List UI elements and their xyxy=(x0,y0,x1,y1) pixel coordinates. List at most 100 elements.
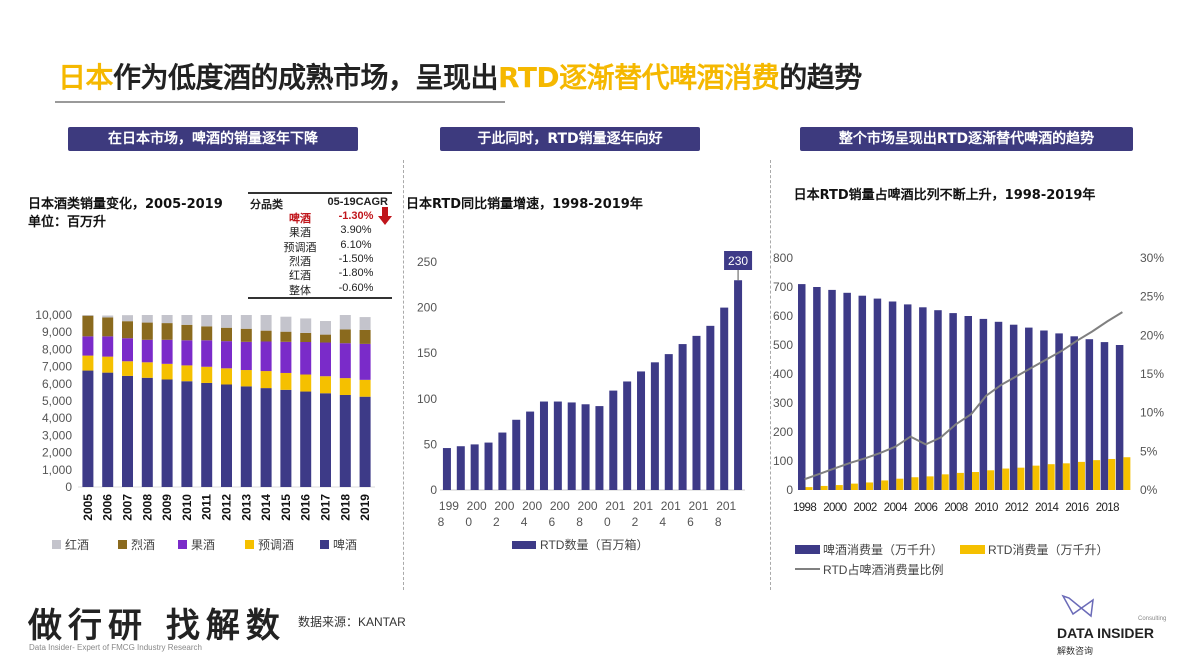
bar-segment xyxy=(201,326,213,341)
bar-segment xyxy=(280,341,292,373)
x-tick-label: 201 xyxy=(688,499,708,513)
bar-beer xyxy=(828,289,836,490)
bar-segment xyxy=(201,382,213,487)
bar-rtd xyxy=(956,472,964,490)
bar xyxy=(720,307,729,490)
legend-swatch xyxy=(960,545,985,554)
bar-segment xyxy=(102,317,114,337)
bar-rtd xyxy=(1108,458,1116,490)
y2-tick-label: 10% xyxy=(1140,406,1164,420)
bar xyxy=(637,371,646,490)
y2-tick-label: 25% xyxy=(1140,290,1164,304)
bar-segment xyxy=(260,371,272,389)
x-tick-label: 2 xyxy=(632,515,639,529)
y-tick-label: 0 xyxy=(430,483,437,497)
bar xyxy=(539,401,548,490)
bar-segment xyxy=(339,394,351,487)
bar-segment xyxy=(161,379,173,487)
table-header: 05-19CAGR xyxy=(327,196,388,208)
y-tick-label: 700 xyxy=(773,280,793,294)
x-tick-label: 8 xyxy=(576,515,583,529)
y-tick-label: 7,000 xyxy=(42,360,72,374)
bar-rtd xyxy=(866,482,874,490)
bar xyxy=(650,362,659,490)
bar xyxy=(498,432,507,490)
x-tick-label: 2004 xyxy=(884,502,908,514)
y-tick-label: 500 xyxy=(773,338,793,352)
x-tick-label: 201 xyxy=(661,499,681,513)
bar-beer xyxy=(888,301,897,490)
legend-swatch xyxy=(512,541,536,549)
divider xyxy=(770,160,771,590)
bar-rtd xyxy=(835,485,843,490)
bar-rtd xyxy=(987,470,995,490)
table-cell-category: 整体 xyxy=(289,284,311,297)
section-label-trend: 整个市场呈现出RTD逐渐替代啤酒的趋势 xyxy=(800,127,1133,151)
bar-beer xyxy=(1100,342,1109,490)
x-tick-label: 2016 xyxy=(1065,502,1088,514)
legend-label: 烈酒 xyxy=(131,538,155,552)
bar-segment xyxy=(141,315,153,323)
x-tick-label: 201 xyxy=(605,499,625,513)
x-tick-label: 200 xyxy=(467,499,487,513)
x-tick-label: 2014 xyxy=(259,494,273,521)
bar xyxy=(734,280,743,490)
title-underline xyxy=(55,101,505,103)
bar xyxy=(664,354,673,490)
bar-segment xyxy=(300,342,312,375)
bar-segment xyxy=(339,329,351,344)
bar-rtd xyxy=(1017,467,1025,490)
logo: Consulting DATA INSIDER 解数咨询 xyxy=(1055,594,1175,664)
bar-segment xyxy=(320,393,331,487)
bar-segment xyxy=(280,316,292,332)
y-tick-label: 100 xyxy=(417,392,437,406)
bar-rtd xyxy=(1047,464,1055,490)
bar-beer xyxy=(1115,345,1124,490)
section-label-beer: 在日本市场，啤酒的销量逐年下降 xyxy=(68,127,358,151)
title-highlight-2: RTD逐渐替代啤酒消费 xyxy=(498,61,780,94)
bar-segment xyxy=(181,340,193,366)
bar-segment xyxy=(280,331,292,342)
chart1-unit: 单位：百万升 xyxy=(28,215,107,230)
bar-segment xyxy=(122,361,133,376)
bar xyxy=(706,325,715,490)
title-text-1: 作为低度酒的成熟市场，呈现出 xyxy=(113,61,499,94)
bar-beer xyxy=(1040,330,1048,490)
x-tick-label: 2007 xyxy=(121,494,135,521)
bar-segment xyxy=(320,342,331,377)
data-source: 数据来源：KANTAR xyxy=(298,615,406,629)
bar-beer xyxy=(873,298,882,490)
x-tick-label: 2018 xyxy=(1096,502,1119,514)
x-tick-label: 2014 xyxy=(1035,502,1059,514)
x-tick-label: 2016 xyxy=(299,494,313,521)
x-tick-label: 2009 xyxy=(160,494,174,521)
y-tick-label: 10,000 xyxy=(35,308,72,322)
bar-segment xyxy=(359,317,371,330)
x-tick-label: 0 xyxy=(604,515,611,529)
y2-tick-label: 20% xyxy=(1140,328,1164,342)
bar-segment xyxy=(240,341,252,371)
bar-rtd xyxy=(911,477,919,490)
bar-segment xyxy=(300,391,312,487)
bar-segment xyxy=(201,315,213,327)
table-cell-cagr: -1.50% xyxy=(338,252,374,265)
cagr-table: 分品类 05-19CAGR 啤酒 -1.30% 果酒 3.90% 预调酒 6.10% 烈酒 -… xyxy=(248,192,392,299)
bar-segment xyxy=(181,381,193,487)
bar-segment xyxy=(221,315,232,328)
bar xyxy=(692,335,701,490)
tagline: Data Insider- Expert of FMCG Industry Re… xyxy=(29,643,202,652)
bar-segment xyxy=(240,328,252,342)
bar xyxy=(553,401,562,490)
bar xyxy=(595,406,604,490)
x-tick-label: 2019 xyxy=(358,494,372,521)
y-tick-label: 300 xyxy=(773,396,793,410)
y-tick-label: 100 xyxy=(773,454,793,468)
title-highlight-1: 日本 xyxy=(58,61,114,94)
bar-segment xyxy=(102,315,114,318)
bar-segment xyxy=(339,343,351,379)
bar-segment xyxy=(339,378,351,395)
bar-segment xyxy=(359,379,371,397)
y2-tick-label: 15% xyxy=(1140,367,1164,381)
bar-beer xyxy=(934,310,942,490)
y2-tick-label: 5% xyxy=(1140,444,1158,458)
